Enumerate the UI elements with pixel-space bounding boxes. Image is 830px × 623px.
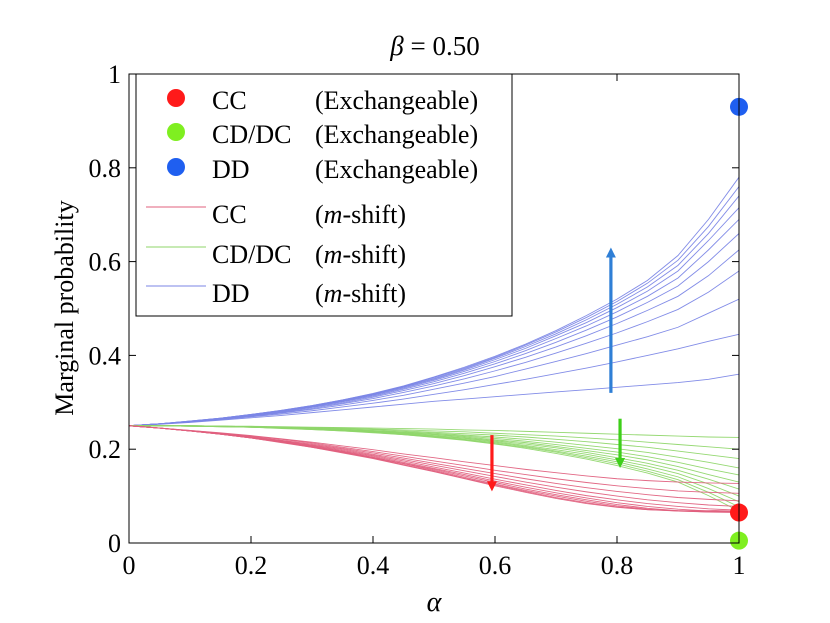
legend-label: CC bbox=[212, 86, 247, 115]
legend-note: (m-shift) bbox=[315, 200, 406, 229]
y-axis: 0 0.2 0.4 0.6 0.8 1 bbox=[89, 60, 739, 558]
legend-marker bbox=[167, 123, 185, 141]
legend-label: CD/DC bbox=[212, 240, 291, 269]
chart-title-value: = 0.50 bbox=[410, 31, 479, 61]
series-line-cc-22 bbox=[129, 425, 739, 484]
series-line-dd-3 bbox=[129, 270, 739, 427]
y-tick-label: 0.4 bbox=[89, 341, 122, 370]
legend-note: (m-shift) bbox=[315, 279, 406, 308]
arrow-dd bbox=[605, 247, 616, 393]
x-tick-label: 0.4 bbox=[357, 551, 390, 580]
x-tick-label: 1 bbox=[733, 551, 746, 580]
series-line-cd-dc-21 bbox=[129, 425, 739, 512]
y-tick-label: 0 bbox=[108, 529, 121, 558]
x-tick-label: 0 bbox=[123, 551, 136, 580]
arrow-layer bbox=[486, 247, 626, 492]
legend-label: CD/DC bbox=[212, 120, 291, 149]
legend-entry-3: CC (m-shift) bbox=[146, 200, 406, 229]
legend-marker bbox=[167, 89, 185, 107]
legend-note: (Exchangeable) bbox=[315, 86, 478, 115]
legend-entry-2: DD (Exchangeable) bbox=[167, 155, 478, 184]
x-tick-label: 0.8 bbox=[601, 551, 634, 580]
legend-note: (Exchangeable) bbox=[315, 120, 478, 149]
arrow-cd-dc bbox=[615, 418, 626, 468]
legend: CC (Exchangeable) CD/DC (Exchangeable) DD (Ex… bbox=[135, 73, 513, 317]
y-tick-label: 0.2 bbox=[89, 435, 122, 464]
legend-label: CC bbox=[212, 200, 247, 229]
series-line-dd-10 bbox=[129, 176, 739, 427]
y-tick-label: 0.8 bbox=[89, 154, 122, 183]
series-line-cc-31 bbox=[129, 425, 739, 512]
legend-box bbox=[135, 73, 513, 317]
legend-marker bbox=[167, 158, 185, 176]
series-line-dd-1 bbox=[129, 333, 739, 427]
legend-label: DD bbox=[212, 279, 250, 308]
legend-entry-4: CD/DC (m-shift) bbox=[146, 240, 406, 269]
x-tick-label: 0.2 bbox=[235, 551, 268, 580]
x-axis-label: α bbox=[427, 587, 443, 618]
series-line-dd-0 bbox=[129, 373, 739, 427]
series-line-dd-2 bbox=[129, 298, 739, 427]
y-tick-label: 0.6 bbox=[89, 248, 122, 277]
legend-note: (m-shift) bbox=[315, 240, 406, 269]
y-tick-label: 1 bbox=[108, 60, 121, 89]
legend-entry-0: CC (Exchangeable) bbox=[167, 86, 478, 115]
series-line-cc-26 bbox=[129, 425, 739, 511]
x-tick-label: 0.6 bbox=[479, 551, 512, 580]
chart-title-symbol: β bbox=[389, 31, 404, 61]
y-axis-label: Marginal probability bbox=[50, 200, 79, 415]
series-layer bbox=[129, 176, 739, 513]
legend-note: (Exchangeable) bbox=[315, 155, 478, 184]
legend-label: DD bbox=[212, 155, 250, 184]
x-axis: 0 0.2 0.4 0.6 0.8 1 bbox=[123, 74, 746, 580]
arrow-cc bbox=[486, 435, 497, 492]
series-line-cc-23 bbox=[129, 425, 739, 494]
chart-title: β = 0.50 bbox=[389, 31, 479, 61]
legend-entry-5: DD (m-shift) bbox=[146, 279, 406, 308]
legend-entry-1: CD/DC (Exchangeable) bbox=[167, 120, 478, 149]
plot-area bbox=[129, 176, 739, 513]
